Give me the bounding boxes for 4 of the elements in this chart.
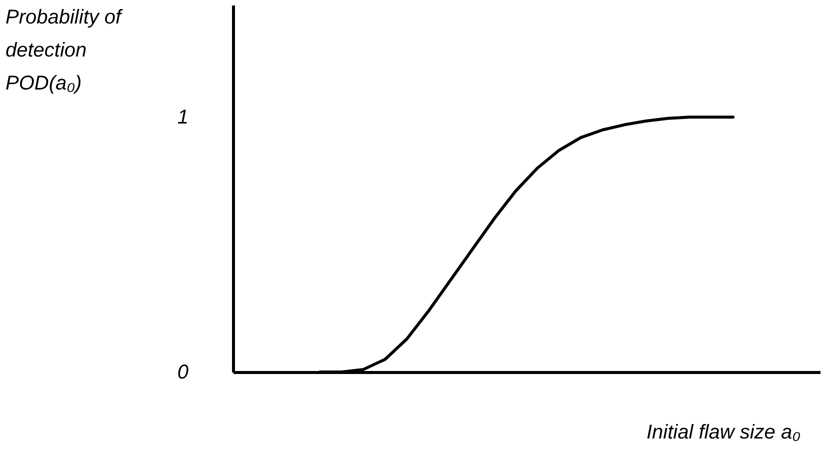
y-axis-title: Probability of detection POD(a₀) bbox=[6, 6, 124, 94]
x-axis-title: Initial flaw size a₀ bbox=[646, 422, 800, 444]
y-tick-label: 0 bbox=[177, 362, 188, 384]
y-tick-label: 1 bbox=[177, 106, 188, 129]
